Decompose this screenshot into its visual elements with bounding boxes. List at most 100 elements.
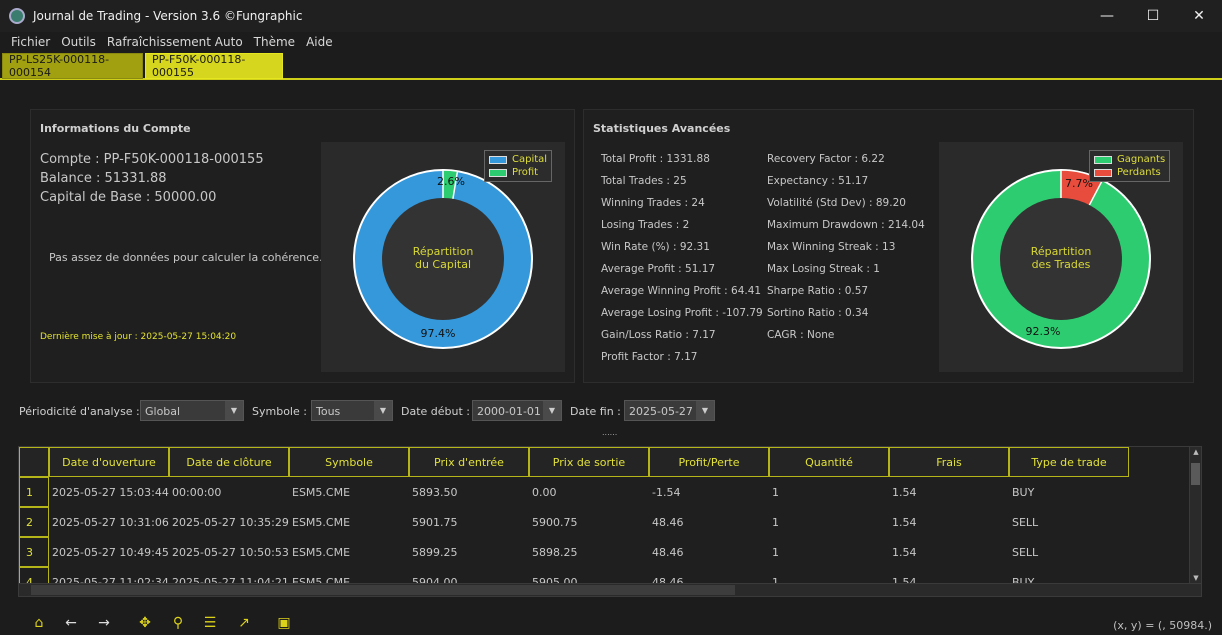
menu-aide[interactable]: Aide — [306, 35, 333, 49]
chevron-down-icon: ▼ — [543, 401, 561, 420]
splitter-handle[interactable]: ...... — [602, 428, 618, 437]
legend-swatch-capital — [489, 155, 507, 164]
maximize-button[interactable]: ☐ — [1146, 8, 1160, 24]
table-cell[interactable]: 1.54 — [892, 485, 917, 499]
pan-icon[interactable]: ✥ — [139, 615, 151, 631]
table-cell[interactable]: 2025-05-27 10:49:45 — [52, 545, 169, 559]
column-header-8[interactable]: Type de trade — [1009, 447, 1129, 477]
stat-right-5: Max Losing Streak : 1 — [767, 263, 880, 275]
table-cell[interactable]: 00:00:00 — [172, 485, 222, 499]
scroll-up-icon[interactable]: ▲ — [1193, 448, 1199, 456]
stat-left-3: Losing Trades : 2 — [601, 219, 690, 231]
trades-donut-svg: Répartition des Trades 7.7% 92.3% — [971, 169, 1151, 349]
vertical-scrollbar[interactable]: ▲ ▼ — [1189, 447, 1201, 585]
vertical-scroll-thumb[interactable] — [1191, 463, 1200, 485]
column-header-0[interactable]: Date d'ouverture — [49, 447, 169, 477]
menu-outils[interactable]: Outils — [61, 35, 96, 49]
table-cell[interactable]: -1.54 — [652, 485, 681, 499]
table-cell[interactable]: 5900.75 — [532, 515, 578, 529]
table-cell[interactable]: 2025-05-27 10:50:53 — [172, 545, 289, 559]
account-balance: Balance : 51331.88 — [40, 171, 167, 186]
column-header-7[interactable]: Frais — [889, 447, 1009, 477]
forward-arrow-icon[interactable]: → — [98, 615, 110, 631]
legend-item-capital: Capital — [489, 153, 547, 166]
table-cell[interactable]: 1.54 — [892, 545, 917, 559]
table-cell[interactable]: ESM5.CME — [292, 515, 351, 529]
table-cell[interactable]: SELL — [1012, 515, 1039, 529]
stats-panel: Statistiques Avancées Total Profit : 133… — [583, 109, 1194, 383]
minimize-button[interactable]: — — [1100, 8, 1114, 24]
last-update: Dernière mise à jour : 2025-05-27 15:04:… — [40, 332, 237, 342]
capital-center-label-2: du Capital — [415, 258, 471, 271]
column-header-6[interactable]: Quantité — [769, 447, 889, 477]
table-cell[interactable]: 5893.50 — [412, 485, 458, 499]
line-chart-icon[interactable]: ↗ — [238, 615, 250, 631]
horizontal-scrollbar[interactable] — [19, 583, 1201, 596]
stat-left-5: Average Profit : 51.17 — [601, 263, 716, 275]
column-header-3[interactable]: Prix d'entrée — [409, 447, 529, 477]
table-cell[interactable]: 1 — [772, 515, 779, 529]
table-corner[interactable] — [19, 447, 49, 477]
plot-toolbar: ⌂ ← → ✥ ⚲ ☰ ↗ ▣ (x, y) = (, 50984.) — [0, 612, 1222, 635]
table-cell[interactable]: 1 — [772, 485, 779, 499]
table-cell[interactable]: 1.54 — [892, 515, 917, 529]
period-select[interactable]: Global ▼ — [140, 400, 244, 421]
symbol-label: Symbole : — [252, 405, 307, 418]
trades-pct-losers: 7.7% — [1065, 177, 1093, 190]
column-header-5[interactable]: Profit/Perte — [649, 447, 769, 477]
table-cell[interactable]: ESM5.CME — [292, 545, 351, 559]
end-date-label: Date fin : — [570, 405, 621, 418]
capital-pct-profit: 2.6% — [437, 175, 465, 188]
table-cell[interactable]: 2025-05-27 10:31:06 — [52, 515, 169, 529]
sliders-icon[interactable]: ☰ — [203, 615, 217, 631]
home-icon[interactable]: ⌂ — [34, 615, 44, 631]
account-base-capital: Capital de Base : 50000.00 — [40, 190, 217, 205]
table-cell[interactable]: 2025-05-27 10:35:29 — [172, 515, 289, 529]
chevron-down-icon: ▼ — [696, 401, 714, 420]
menu-rafraichissement[interactable]: Rafraîchissement Auto — [106, 35, 243, 49]
stat-left-0: Total Profit : 1331.88 — [601, 153, 710, 165]
close-button[interactable]: ✕ — [1193, 8, 1205, 24]
stat-left-7: Average Losing Profit : -107.79 — [601, 307, 763, 319]
table-cell[interactable]: 5898.25 — [532, 545, 578, 559]
app-logo-icon — [9, 8, 25, 24]
save-icon[interactable]: ▣ — [277, 615, 291, 631]
table-cell[interactable]: 1 — [772, 545, 779, 559]
table-cell[interactable]: 0.00 — [532, 485, 557, 499]
menu-fichier[interactable]: Fichier — [11, 35, 51, 49]
table-cell[interactable]: 1 — [772, 575, 779, 589]
stat-left-1: Total Trades : 25 — [601, 175, 687, 187]
column-header-2[interactable]: Symbole — [289, 447, 409, 477]
back-arrow-icon[interactable]: ← — [65, 615, 77, 631]
trades-donut-hole — [1000, 198, 1122, 320]
table-cell[interactable]: 2025-05-27 15:03:44 — [52, 485, 169, 499]
start-date-input[interactable]: 2000-01-01 ▼ — [472, 400, 562, 421]
table-cell[interactable]: 5901.75 — [412, 515, 458, 529]
row-number[interactable]: 1 — [19, 477, 49, 507]
filter-bar: Périodicité d'analyse : Global ▼ Symbole… — [0, 399, 1222, 423]
chevron-down-icon: ▼ — [225, 401, 243, 420]
cursor-coordinates: (x, y) = (, 50984.) — [1113, 619, 1212, 632]
table-cell[interactable]: SELL — [1012, 545, 1039, 559]
period-label: Périodicité d'analyse : — [19, 405, 140, 418]
scroll-down-icon[interactable]: ▼ — [1193, 574, 1199, 582]
end-date-input[interactable]: 2025-05-27 ▼ — [624, 400, 715, 421]
zoom-icon[interactable]: ⚲ — [172, 615, 184, 631]
trades-center-label-2: des Trades — [1032, 258, 1091, 271]
horizontal-scroll-thumb[interactable] — [31, 585, 735, 595]
row-number[interactable]: 3 — [19, 537, 49, 567]
menu-theme[interactable]: Thème — [253, 35, 296, 49]
table-cell[interactable]: BUY — [1012, 485, 1035, 499]
tab-account-155[interactable]: PP-F50K-000118-000155 — [145, 53, 283, 79]
table-cell[interactable]: 48.46 — [652, 515, 684, 529]
column-header-1[interactable]: Date de clôture — [169, 447, 289, 477]
table-cell[interactable]: ESM5.CME — [292, 485, 351, 499]
table-cell[interactable]: 48.46 — [652, 545, 684, 559]
column-header-4[interactable]: Prix de sortie — [529, 447, 649, 477]
tab-account-154[interactable]: PP-LS25K-000118-000154 — [2, 53, 143, 79]
stat-left-8: Gain/Loss Ratio : 7.17 — [601, 329, 716, 341]
legend-swatch-winners — [1094, 155, 1112, 164]
table-cell[interactable]: 5899.25 — [412, 545, 458, 559]
row-number[interactable]: 2 — [19, 507, 49, 537]
symbol-select[interactable]: Tous ▼ — [311, 400, 393, 421]
